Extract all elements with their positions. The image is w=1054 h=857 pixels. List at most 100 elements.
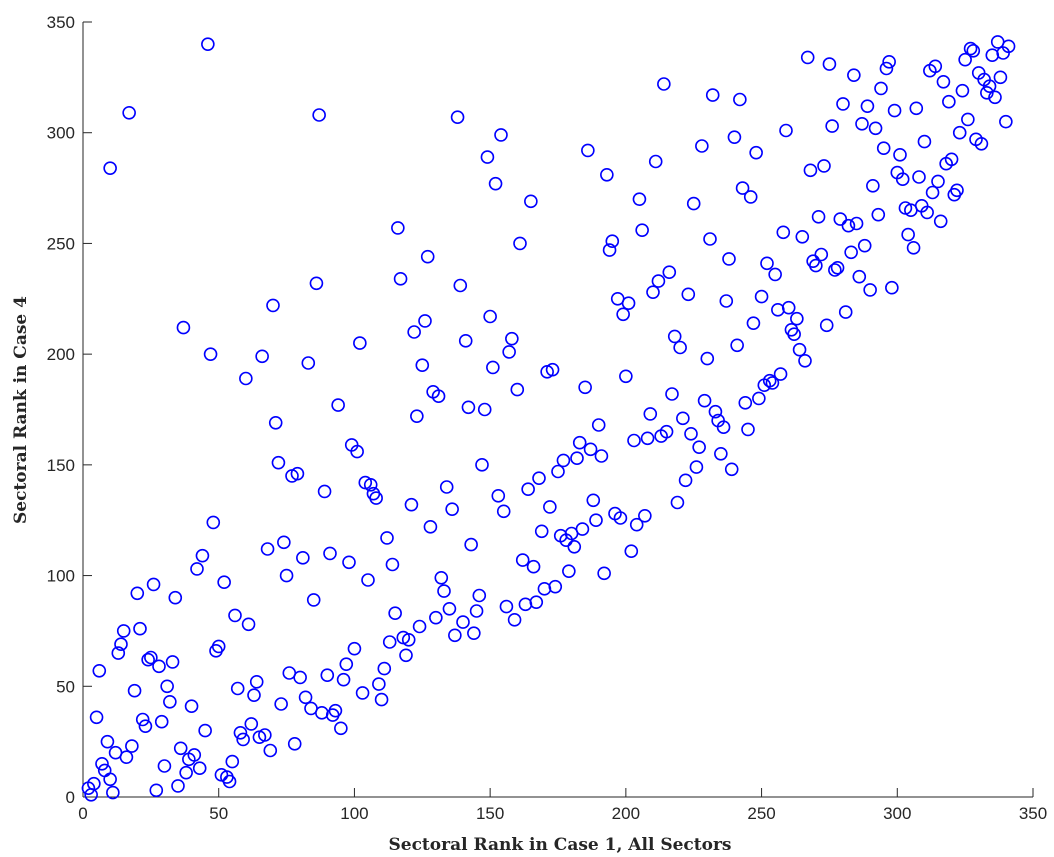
- data-point: [627, 433, 641, 448]
- data-point: [515, 553, 530, 567]
- data-point: [222, 774, 237, 789]
- data-point: [317, 484, 332, 499]
- data-point: [171, 779, 185, 793]
- data-point: [703, 232, 717, 246]
- data-point: [787, 327, 801, 342]
- data-point: [548, 579, 563, 594]
- data-point: [771, 303, 785, 317]
- data-point: [673, 340, 687, 355]
- data-point: [974, 136, 989, 151]
- data-point: [287, 737, 302, 751]
- data-point: [920, 205, 934, 220]
- y-tick-label: 250: [47, 234, 75, 253]
- data-point: [749, 145, 763, 160]
- data-point: [309, 276, 324, 291]
- data-point: [502, 345, 516, 359]
- data-point: [412, 619, 427, 634]
- data-point: [942, 94, 956, 109]
- data-point: [825, 119, 839, 133]
- data-point: [195, 548, 210, 563]
- data-point: [901, 227, 915, 242]
- data-point: [887, 103, 902, 118]
- data-point: [871, 207, 886, 222]
- data-point: [190, 562, 204, 576]
- data-point: [266, 298, 280, 313]
- data-point: [567, 539, 582, 554]
- data-point: [372, 677, 386, 691]
- data-point: [325, 708, 340, 722]
- data-point: [624, 544, 639, 559]
- data-point: [347, 641, 362, 656]
- data-point: [103, 772, 117, 787]
- data-point: [697, 393, 712, 408]
- data-point: [518, 597, 533, 612]
- data-point: [814, 247, 829, 262]
- data-point: [1001, 39, 1016, 54]
- data-point: [510, 382, 525, 397]
- data-point: [632, 192, 647, 206]
- data-point: [836, 97, 850, 111]
- data-point: [453, 278, 468, 293]
- data-point: [464, 537, 478, 552]
- data-point: [423, 520, 438, 534]
- data-point: [532, 471, 546, 485]
- data-point: [643, 407, 658, 421]
- data-point: [529, 595, 544, 609]
- data-point: [491, 489, 506, 503]
- data-point: [830, 260, 845, 275]
- data-point: [917, 134, 932, 149]
- data-point: [274, 697, 288, 711]
- data-point: [876, 141, 891, 156]
- data-point: [857, 238, 872, 253]
- data-point: [420, 249, 435, 264]
- data-point: [570, 451, 584, 466]
- data-point: [613, 511, 628, 525]
- data-point: [735, 181, 750, 195]
- data-point: [537, 582, 552, 596]
- data-point: [407, 325, 421, 339]
- x-tick-label: 300: [883, 804, 911, 823]
- data-point: [92, 663, 107, 678]
- data-point: [437, 584, 451, 598]
- data-point: [241, 617, 256, 632]
- data-point: [605, 234, 620, 249]
- data-point: [852, 269, 867, 284]
- data-point: [781, 300, 796, 315]
- data-point: [225, 754, 240, 769]
- data-point: [122, 105, 136, 120]
- data-point: [722, 252, 736, 266]
- data-point: [111, 646, 126, 660]
- data-point: [103, 161, 117, 175]
- y-tick-label: 50: [56, 677, 75, 696]
- data-point: [822, 57, 837, 71]
- data-point: [268, 415, 283, 430]
- data-point: [665, 387, 679, 401]
- x-tick-label: 350: [1019, 804, 1047, 823]
- data-point: [298, 690, 313, 705]
- data-point: [773, 367, 788, 381]
- data-point: [578, 380, 592, 395]
- data-point: [388, 606, 402, 621]
- data-point: [819, 318, 834, 333]
- data-point: [882, 55, 896, 69]
- data-point: [906, 241, 921, 255]
- y-axis-title: Sectoral Rank in Case 4: [11, 296, 31, 524]
- data-point: [236, 732, 250, 747]
- data-point: [87, 776, 101, 791]
- data-point: [382, 635, 397, 649]
- x-tick-label: 250: [747, 804, 775, 823]
- data-point: [893, 148, 907, 162]
- y-tick-label: 350: [47, 13, 75, 32]
- data-point: [192, 761, 207, 776]
- data-point: [982, 79, 997, 94]
- data-point: [798, 353, 812, 368]
- data-point: [700, 351, 715, 366]
- data-point: [776, 225, 791, 240]
- data-point: [765, 376, 780, 390]
- data-point: [507, 613, 522, 627]
- data-point: [472, 588, 487, 603]
- data-point: [811, 210, 826, 224]
- data-point: [496, 504, 511, 519]
- data-point: [752, 391, 766, 406]
